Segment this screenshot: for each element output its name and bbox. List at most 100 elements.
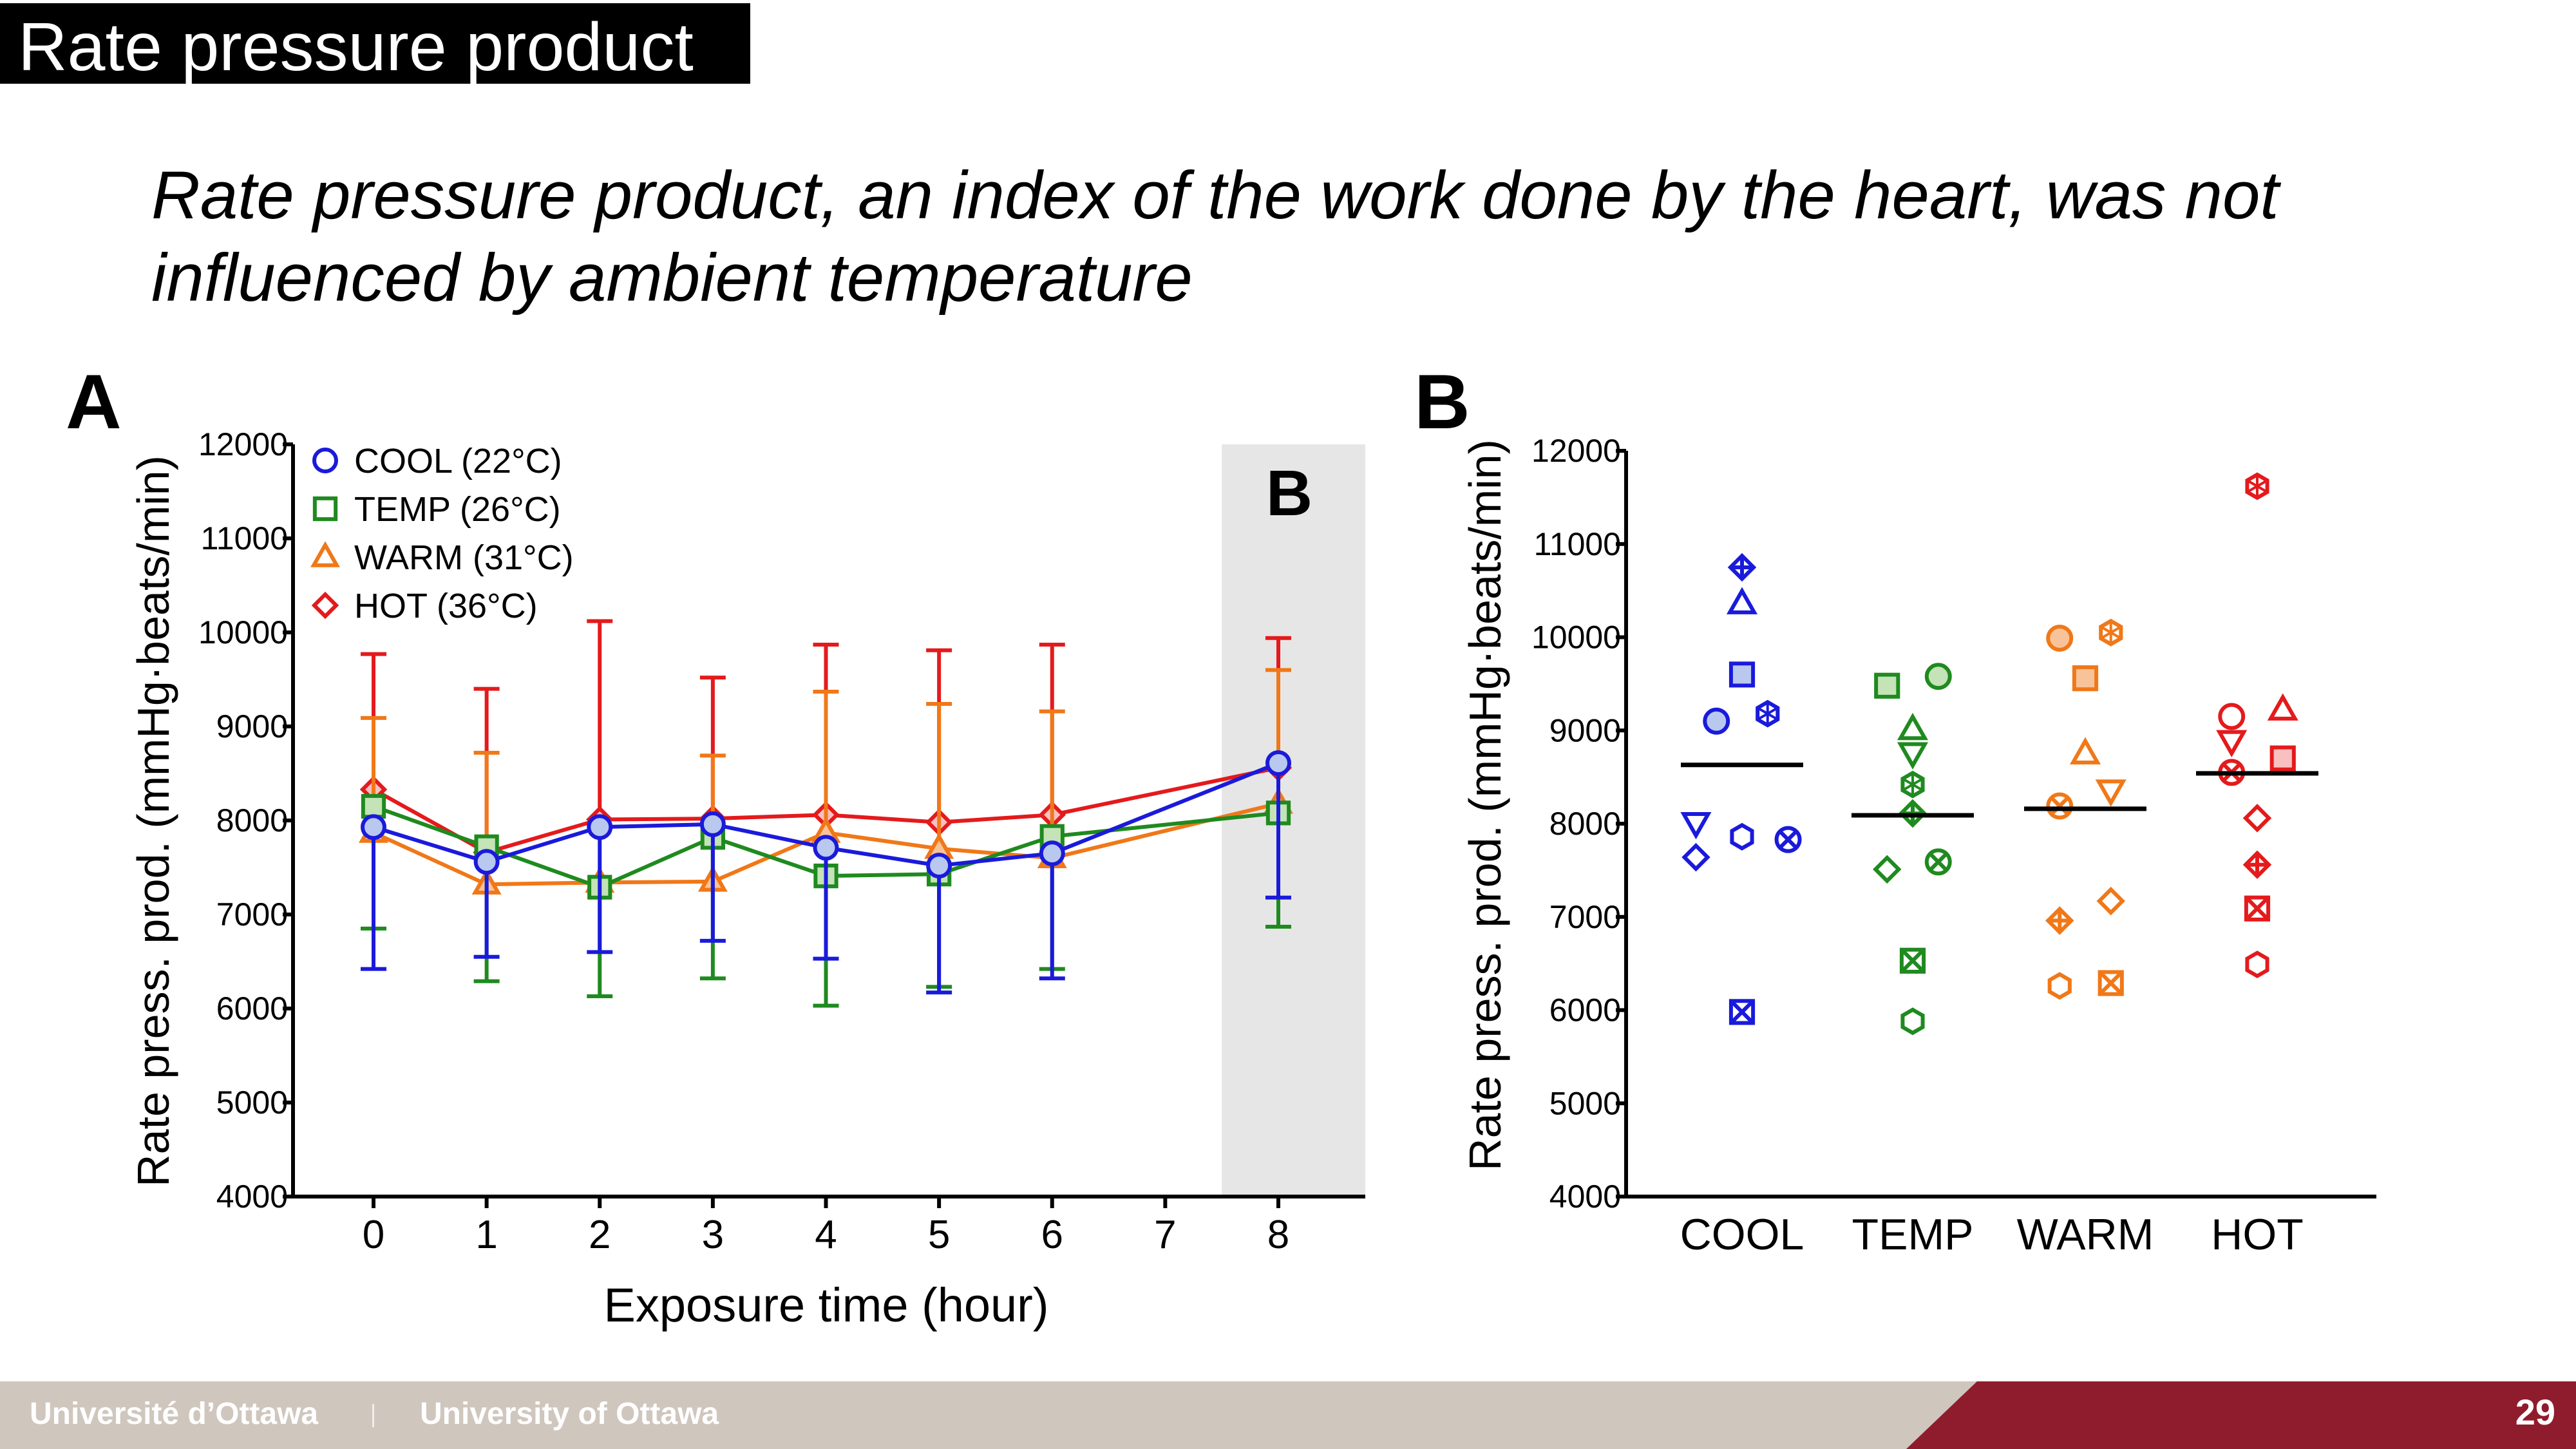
category-label: HOT (2211, 1210, 2304, 1259)
y-axis-title: Rate press. prod. (mmHg·beats/min) (128, 455, 178, 1187)
y-axis-title: Rate press. prod. (mmHg·beats/min) (1460, 439, 1510, 1171)
page-number: 29 (2515, 1392, 2555, 1432)
legend-label: HOT (36°C) (354, 587, 538, 625)
data-point (2045, 906, 2074, 935)
y-tick-label: 12000 (1531, 433, 1621, 469)
x-tick-label: 8 (1267, 1213, 1289, 1257)
data-point (2242, 850, 2272, 879)
x-tick-label: 6 (1041, 1213, 1063, 1257)
data-point (1873, 855, 1902, 884)
data-point (2099, 618, 2123, 647)
data-point (1728, 661, 1756, 688)
data-point (2245, 472, 2269, 500)
data-point (1728, 999, 1756, 1025)
group-temp (1852, 663, 1974, 1036)
data-point (1897, 742, 1929, 770)
y-tick-label: 8000 (1549, 806, 1621, 842)
data-point (1039, 840, 1065, 867)
y-tick-label: 10000 (198, 614, 288, 650)
slide-title: Rate pressure product (18, 9, 694, 85)
slide-subtitle: Rate pressure product, an index of the w… (151, 158, 2279, 316)
legend-label: COOL (22°C) (354, 442, 562, 480)
data-point (699, 811, 726, 837)
footer-university-en: University of Ottawa (420, 1397, 719, 1431)
y-tick-label: 9000 (1549, 712, 1621, 748)
legend-label: TEMP (26°C) (354, 490, 561, 529)
y-tick-label: 4000 (1549, 1179, 1621, 1215)
legend-marker (310, 541, 341, 567)
y-tick-label: 11000 (201, 520, 288, 556)
group-warm (2024, 618, 2146, 1000)
x-tick-label: 4 (815, 1213, 837, 1257)
x-tick-label: 7 (1154, 1213, 1176, 1257)
footer-separator (372, 1404, 374, 1427)
x-tick-label: 1 (475, 1213, 497, 1257)
data-point (587, 814, 613, 840)
data-point (2096, 886, 2125, 916)
legend-marker (311, 591, 339, 620)
y-tick-label: 5000 (1549, 1085, 1621, 1121)
data-point (2244, 895, 2271, 922)
y-tick-label: 9000 (216, 708, 288, 744)
legend-marker (312, 496, 338, 522)
y-tick-label: 10000 (1531, 620, 1621, 656)
panel-a-letter: A (66, 359, 122, 445)
data-point (2242, 804, 2272, 833)
data-point (2047, 972, 2072, 1000)
series-line (373, 761, 1280, 868)
data-point (2269, 745, 2296, 772)
data-point (473, 849, 500, 875)
data-point (2046, 792, 2074, 820)
data-point (361, 814, 386, 840)
y-tick-label: 12000 (198, 426, 288, 462)
data-point (1924, 663, 1952, 690)
x-axis-title: Exposure time (hour) (604, 1278, 1049, 1332)
data-point (2267, 693, 2298, 721)
highlight-band (1222, 444, 1365, 1197)
category-label: COOL (1680, 1210, 1804, 1259)
y-tick-label: 11000 (1534, 526, 1621, 562)
data-point (1703, 707, 1730, 735)
x-tick-label: 0 (363, 1213, 384, 1257)
footer-slant (1906, 1381, 2035, 1449)
y-tick-label: 7000 (216, 896, 288, 933)
y-tick-label: 6000 (216, 990, 288, 1027)
data-point (2072, 665, 2099, 692)
data-point (1726, 587, 1758, 614)
data-point (1900, 770, 1925, 799)
data-point (1727, 553, 1757, 582)
chart-b-scatter: 4000 5000 6000 7000 8000 9000 10000 11000 12000 C… (1460, 433, 2376, 1259)
data-point (1265, 750, 1291, 776)
data-point (2069, 737, 2101, 764)
data-point (1730, 822, 1754, 851)
data-point (1681, 842, 1710, 872)
panel-b-letter: B (1414, 359, 1470, 445)
series-cool (361, 750, 1291, 995)
group-hot (2196, 472, 2318, 979)
data-point (1899, 947, 1926, 974)
data-point (926, 853, 952, 879)
data-point (1897, 712, 1929, 741)
category-label: WARM (2017, 1210, 2154, 1259)
footer-red-band (2029, 1381, 2576, 1449)
y-tick-label: 4000 (216, 1179, 288, 1215)
data-point (2216, 730, 2248, 758)
chart-a-line: B 4000 5000 6000 7000 8000 9000 10000 11000 12000… (128, 426, 1365, 1332)
data-point (2046, 624, 2074, 652)
footer-university-fr: Université d’Ottawa (30, 1397, 319, 1431)
data-point (2095, 779, 2126, 807)
data-point (1924, 848, 1952, 876)
category-label: TEMP (1852, 1210, 1974, 1259)
legend-marker (312, 448, 338, 473)
y-tick-label: 8000 (216, 802, 288, 838)
data-point (1774, 826, 1802, 853)
data-point (2098, 970, 2124, 996)
data-point (2218, 703, 2246, 730)
y-tick-label: 7000 (1549, 899, 1621, 935)
series-line (372, 766, 1279, 855)
data-point (813, 835, 839, 861)
group-cool (1680, 553, 1803, 1025)
data-point (2245, 951, 2269, 979)
data-point (361, 793, 386, 819)
highlight-label: B (1266, 457, 1312, 529)
